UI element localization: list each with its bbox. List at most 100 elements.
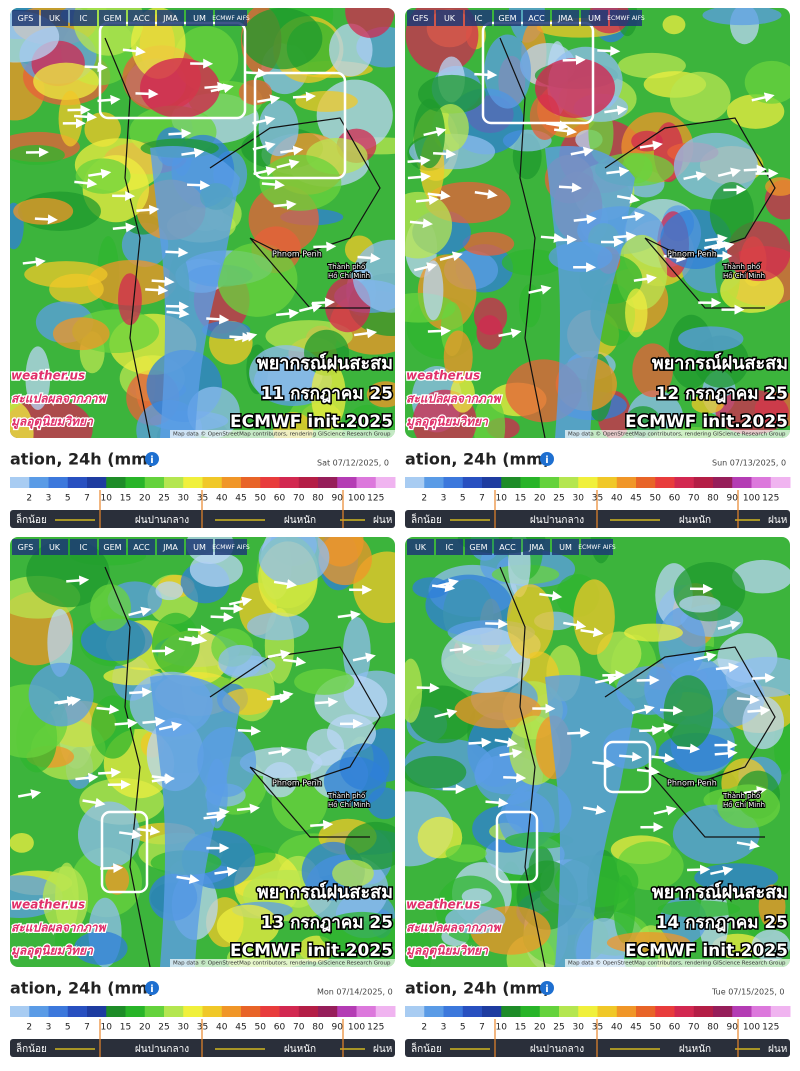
- scale-tick: 45: [235, 1023, 246, 1033]
- timestamp: Mon 07/14/2025, 0: [317, 988, 393, 997]
- wind-arrow: [613, 236, 631, 237]
- rain-area: [529, 846, 555, 891]
- scale-swatch: [164, 1006, 184, 1017]
- info-i: i: [545, 984, 548, 995]
- scale-tick: 7: [84, 494, 90, 504]
- scale-tick: 3: [441, 494, 447, 504]
- model-tab-label: UM: [559, 543, 572, 552]
- scale-swatch: [444, 1006, 464, 1017]
- city-label: Phnom Penh: [667, 250, 717, 259]
- scale-swatch: [357, 477, 377, 488]
- scale-swatch: [405, 1006, 425, 1017]
- scale-tick: 100: [348, 494, 365, 504]
- scale-tick: 30: [573, 1023, 585, 1033]
- watermark: มูลอุตุนิยมวิทยา: [11, 415, 94, 430]
- scale-tick: 25: [553, 494, 564, 504]
- wind-arrow: [687, 869, 705, 870]
- scale-swatch: [598, 477, 618, 488]
- wind-arrow: [188, 629, 206, 630]
- rain-area: [702, 5, 781, 25]
- scale-swatch: [617, 1006, 637, 1017]
- model-tab-label: JMA: [557, 14, 573, 23]
- scale-swatch: [463, 1006, 483, 1017]
- model-tab-label: GEM: [469, 543, 487, 552]
- scale-tick: 50: [650, 494, 662, 504]
- model-tab-label: IC: [446, 543, 454, 552]
- model-tab-label: IC: [475, 14, 483, 23]
- wind-arrow: [310, 824, 328, 825]
- model-init: ECMWF init.2025: [625, 412, 788, 432]
- rain-area: [294, 669, 354, 695]
- scale-tick: 60: [669, 494, 681, 504]
- rain-area: [663, 15, 686, 34]
- rain-area: [476, 315, 502, 350]
- model-tab-label: UK: [444, 14, 456, 23]
- rain-area: [445, 844, 486, 862]
- scale-tick: 2: [421, 1023, 427, 1033]
- scale-tick: 45: [630, 1023, 641, 1033]
- scale-swatch: [68, 1006, 88, 1017]
- scale-tick: 40: [611, 494, 623, 504]
- scale-tick: 7: [479, 494, 485, 504]
- scale-swatch: [713, 477, 733, 488]
- scale-swatch: [501, 477, 521, 488]
- rain-area: [670, 72, 731, 123]
- timestamp: Sun 07/13/2025, 0: [712, 459, 786, 468]
- scale-swatch: [636, 477, 656, 488]
- rain-area: [76, 158, 131, 193]
- scale-swatch: [752, 1006, 772, 1017]
- rain-area: [247, 612, 309, 640]
- scale-swatch: [752, 477, 772, 488]
- scale-swatch: [87, 477, 107, 488]
- scale-tick: 70: [293, 494, 305, 504]
- scale-swatch: [771, 1006, 791, 1017]
- info-i: i: [150, 984, 153, 995]
- scale-swatch: [222, 477, 242, 488]
- band-label: ฝนปานกลาง: [135, 1044, 189, 1055]
- rain-area: [484, 35, 531, 109]
- wind-arrow: [752, 678, 770, 679]
- rain-area: [679, 596, 720, 613]
- rain-area: [295, 91, 357, 112]
- scale-tick: 125: [762, 1023, 779, 1033]
- wind-arrow: [229, 337, 247, 338]
- scale-tick: 10: [496, 1023, 508, 1033]
- scale-tick: 90: [727, 494, 739, 504]
- model-tab-label: ECMWF AIFS: [578, 544, 616, 551]
- scale-tick: 80: [312, 494, 324, 504]
- city-label: Phnom Penh: [272, 250, 322, 259]
- band-label: ฝนห: [768, 1044, 787, 1055]
- scale-swatch: [376, 477, 396, 488]
- scale-swatch: [732, 477, 752, 488]
- scale-swatch: [675, 477, 695, 488]
- watermark: สะแปลผลจากภาพ: [11, 921, 108, 935]
- scale-swatch: [713, 1006, 733, 1017]
- scale-swatch: [521, 1006, 541, 1017]
- scale-tick: 90: [727, 1023, 739, 1033]
- scale-tick: 30: [178, 494, 190, 504]
- wind-arrow: [410, 222, 428, 224]
- city-label: Thành phố: [327, 263, 366, 271]
- scale-swatch: [106, 477, 126, 488]
- scale-swatch: [280, 477, 300, 488]
- wind-arrow: [747, 710, 765, 711]
- band-label: ฝนหนัก: [679, 1044, 711, 1055]
- scale-tick: 3: [46, 1023, 52, 1033]
- wind-arrow: [619, 756, 637, 757]
- attribution: Map data © OpenStreetMap contributors, r…: [173, 960, 391, 967]
- scale-swatch: [357, 1006, 377, 1017]
- model-tab-label: UK: [415, 543, 427, 552]
- scale-swatch: [598, 1006, 618, 1017]
- scale-tick: 15: [120, 494, 131, 504]
- model-tab-label: ACC: [133, 543, 150, 552]
- scale-swatch: [164, 477, 184, 488]
- scale-swatch: [145, 477, 165, 488]
- scale-swatch: [337, 477, 357, 488]
- wind-arrow: [433, 153, 451, 154]
- scale-swatch: [694, 1006, 714, 1017]
- rain-area: [664, 675, 713, 749]
- band-label: ฝนห: [768, 515, 787, 526]
